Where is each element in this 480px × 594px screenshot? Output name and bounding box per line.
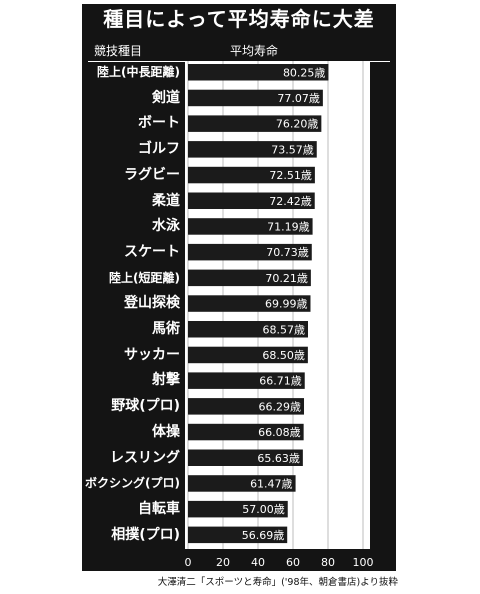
- bar: [188, 192, 315, 209]
- bar-value-label: 72.51歳: [269, 169, 312, 182]
- bar: [188, 372, 305, 389]
- x-tick-label: 60: [286, 556, 300, 569]
- category-label: 水泳: [152, 218, 180, 235]
- bar: [188, 346, 308, 364]
- source-footnote: 大澤清二「スポーツと寿命」('98年、朝倉書店)より抜粋: [157, 577, 398, 588]
- x-tick-label: 20: [216, 556, 230, 569]
- bar-value-label: 61.47歳: [250, 477, 293, 490]
- category-label: レスリング: [110, 449, 180, 466]
- bar: [188, 64, 329, 81]
- bar-value-label: 70.73歳: [266, 246, 309, 259]
- category-label: ゴルフ: [138, 141, 180, 158]
- category-label: 自転車: [138, 500, 180, 517]
- bar: [188, 115, 322, 132]
- bar-value-label: 73.57歳: [271, 143, 314, 156]
- bar-value-label: 80.25歳: [283, 66, 326, 79]
- bar-value-label: 66.71歳: [259, 375, 302, 388]
- bar-value-label: 70.21歳: [265, 272, 308, 285]
- bar: [188, 89, 323, 107]
- category-label: 体操: [152, 423, 180, 440]
- bar-value-label: 69.99歳: [265, 298, 308, 311]
- bar-value-label: 57.00歳: [242, 503, 285, 516]
- x-tick-label: 40: [251, 556, 265, 569]
- category-label: 射撃: [152, 372, 180, 389]
- bar-value-label: 76.20歳: [276, 118, 319, 131]
- category-label: 野球(プロ): [111, 398, 180, 415]
- bar: [188, 500, 288, 518]
- bar: [188, 141, 317, 158]
- bar-value-label: 77.07歳: [277, 92, 320, 105]
- category-label: 相撲(プロ): [111, 526, 180, 543]
- bar-value-label: 72.42歳: [269, 195, 312, 208]
- bar: [188, 295, 311, 312]
- category-label: 馬術: [152, 321, 180, 337]
- category-label: ラグビー: [124, 166, 180, 183]
- bar: [188, 166, 315, 184]
- bar-value-label: 66.08歳: [258, 426, 301, 439]
- category-label: ボクシング(プロ): [85, 476, 180, 491]
- category-label: スケート: [124, 243, 180, 260]
- bar: [188, 423, 304, 441]
- bar-value-label: 68.57歳: [262, 323, 305, 336]
- bar: [188, 398, 305, 415]
- category-label: サッカー: [124, 346, 180, 363]
- bar: [188, 526, 288, 544]
- category-label: 剣道: [152, 89, 180, 106]
- category-label: 陸上(短距離): [109, 270, 180, 285]
- bar-value-label: 56.69歳: [242, 529, 285, 542]
- bar: [188, 269, 311, 287]
- bar-value-label: 71.19歳: [267, 220, 310, 233]
- bar-value-label: 66.29歳: [259, 400, 302, 413]
- x-tick-label: 0: [185, 556, 192, 569]
- column-header-sport: 競技種目: [94, 44, 143, 58]
- category-label: ボート: [138, 115, 180, 132]
- chart-title: 種目によって平均寿命に大差: [103, 7, 375, 31]
- bar: [188, 321, 308, 338]
- bar-value-label: 68.50歳: [262, 349, 305, 362]
- bar-value-label: 65.63歳: [257, 452, 300, 465]
- x-tick-label: 100: [353, 556, 374, 569]
- category-label: 陸上(中長距離): [97, 65, 180, 79]
- category-label: 柔道: [152, 192, 180, 209]
- bar: [188, 218, 313, 235]
- category-label: 登山探検: [124, 295, 180, 312]
- bar: [188, 243, 312, 261]
- column-header-life: 平均寿命: [230, 44, 279, 58]
- bar: [188, 475, 296, 492]
- bar: [188, 449, 303, 466]
- x-tick-label: 80: [321, 556, 335, 569]
